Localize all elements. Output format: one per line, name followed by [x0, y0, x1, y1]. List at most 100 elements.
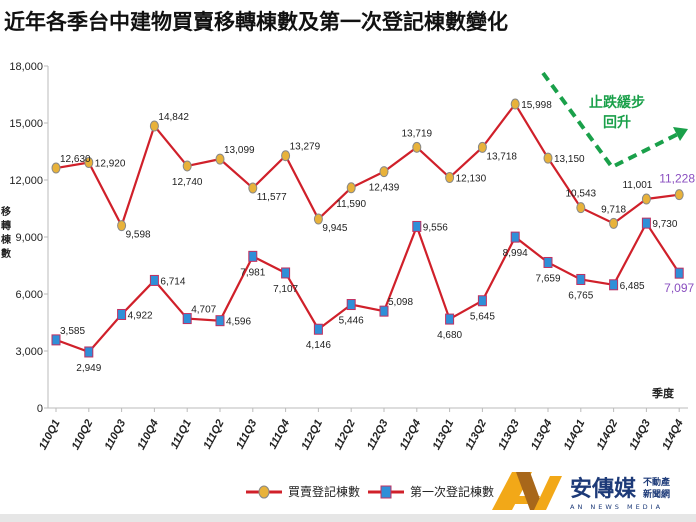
x-tick-label: 113Q2 [463, 418, 489, 452]
x-tick-label: 112Q1 [299, 418, 325, 452]
data-label: 5,098 [388, 297, 413, 308]
data-label: 11,577 [257, 192, 287, 203]
x-tick-label: 111Q1 [169, 418, 194, 451]
data-label: 4,596 [226, 317, 251, 328]
y-tick-label: 18,000 [9, 61, 43, 73]
y-tick-label: 6,000 [15, 289, 43, 301]
data-point-square [412, 220, 422, 232]
data-point-square [117, 308, 127, 320]
x-tick-label: 110Q4 [135, 418, 161, 452]
data-label: 7,107 [273, 284, 298, 295]
x-tick-label: 114Q4 [660, 418, 686, 452]
logo-sub1: 不動產 [643, 476, 670, 488]
x-tick-label: 111Q2 [201, 418, 226, 451]
data-point-circle [281, 150, 291, 162]
data-point-circle [51, 162, 61, 174]
x-tick-label: 114Q3 [627, 418, 653, 452]
data-point-circle [346, 182, 356, 194]
data-label: 13,719 [402, 128, 433, 139]
data-point-square [576, 273, 586, 285]
data-point-square [215, 315, 225, 327]
bottom-bar [0, 514, 696, 522]
data-point-square [641, 217, 651, 229]
data-point-circle [117, 220, 127, 232]
an-news-media-logo: 安傳媒 不動產 新聞網 AN NEWS MEDIA [492, 472, 670, 511]
data-point-circle [84, 157, 94, 169]
data-label: 4,707 [191, 305, 216, 316]
data-label: 12,920 [95, 159, 126, 170]
x-tick-label: 114Q2 [595, 418, 621, 452]
data-label: 5,446 [339, 316, 364, 327]
data-point-square [281, 267, 291, 279]
data-point-circle [543, 152, 553, 164]
trend-arrow [541, 71, 681, 170]
data-point-square [51, 334, 61, 346]
x-tick-label: 113Q4 [529, 418, 555, 452]
logo-name: 安傳媒 [570, 476, 637, 502]
trend-annotation: 止跌緩步 回升 [541, 71, 688, 170]
data-label: 11,001 [622, 180, 652, 191]
x-tick-label: 113Q1 [431, 418, 457, 452]
data-label: 7,981 [240, 267, 265, 278]
legend-item-sales: 買賣登記棟數 [246, 483, 360, 500]
y-tick-label: 15,000 [9, 118, 43, 130]
data-label: 8,994 [503, 248, 528, 259]
data-label: 11,228 [659, 172, 695, 186]
x-tick-label: 111Q4 [267, 418, 292, 451]
data-point-circle [182, 160, 192, 172]
data-point-circle [477, 141, 487, 153]
data-point-circle [248, 182, 258, 194]
logo-sub2: 新聞網 [643, 488, 670, 500]
data-label: 6,765 [568, 290, 593, 301]
circle-marker-icon [246, 485, 282, 498]
x-tick-label: 111Q3 [234, 418, 259, 451]
data-point-square [543, 256, 553, 268]
data-point-square [313, 323, 323, 335]
annotation-line1: 止跌緩步 [589, 94, 645, 111]
data-label: 9,598 [126, 230, 151, 241]
y-axis-label-char: 數 [1, 247, 11, 260]
data-label: 6,714 [160, 276, 185, 287]
y-tick-label: 12,000 [9, 175, 43, 187]
data-label: 6,485 [620, 281, 645, 292]
data-label: 13,150 [554, 154, 585, 165]
data-point-circle [412, 141, 422, 153]
data-label: 7,659 [535, 273, 560, 284]
x-tick-label: 110Q2 [70, 418, 96, 452]
data-label: 4,146 [306, 340, 331, 351]
legend-label: 第一次登記棟數 [410, 485, 495, 499]
y-axis-label-char: 轉 [1, 219, 11, 232]
data-label: 12,630 [60, 154, 91, 165]
data-label: 13,279 [290, 142, 321, 153]
data-label: 9,945 [322, 223, 347, 234]
square-marker-icon [368, 485, 404, 498]
data-point-square [248, 250, 258, 262]
data-label: 11,590 [336, 199, 366, 210]
data-label: 12,130 [456, 174, 487, 185]
legend-item-first-registration: 第一次登記棟數 [368, 483, 494, 500]
x-tick-label: 113Q3 [496, 418, 522, 452]
series-markers [51, 98, 684, 358]
data-label: 4,680 [437, 330, 462, 341]
data-label: 15,998 [521, 100, 552, 111]
data-label: 9,718 [601, 204, 626, 215]
data-point-circle [641, 193, 651, 205]
y-tick-label: 0 [37, 403, 43, 415]
chart-title: 近年各季台中建物買賣移轉棟數及第一次登記棟數變化 [4, 10, 508, 34]
annotation-line2: 回升 [603, 114, 631, 131]
x-tick-label: 110Q3 [103, 418, 129, 452]
data-point-circle [609, 217, 619, 229]
y-axis-label-char: 移 [1, 205, 11, 218]
data-label: 13,099 [224, 145, 255, 156]
data-point-square [674, 267, 684, 279]
x-tick-label: 110Q1 [37, 418, 63, 452]
data-label: 12,740 [172, 177, 203, 188]
data-point-square [346, 299, 356, 311]
y-tick-label: 3,000 [15, 346, 43, 358]
data-label: 9,556 [423, 222, 448, 233]
axes: 0 3,000 6,000 9,000 12,000 15,000 18,000 110Q1 1… [9, 61, 688, 452]
x-tick-label: 112Q3 [365, 418, 391, 452]
data-label: 5,645 [470, 312, 495, 323]
data-label: 10,543 [566, 189, 597, 200]
